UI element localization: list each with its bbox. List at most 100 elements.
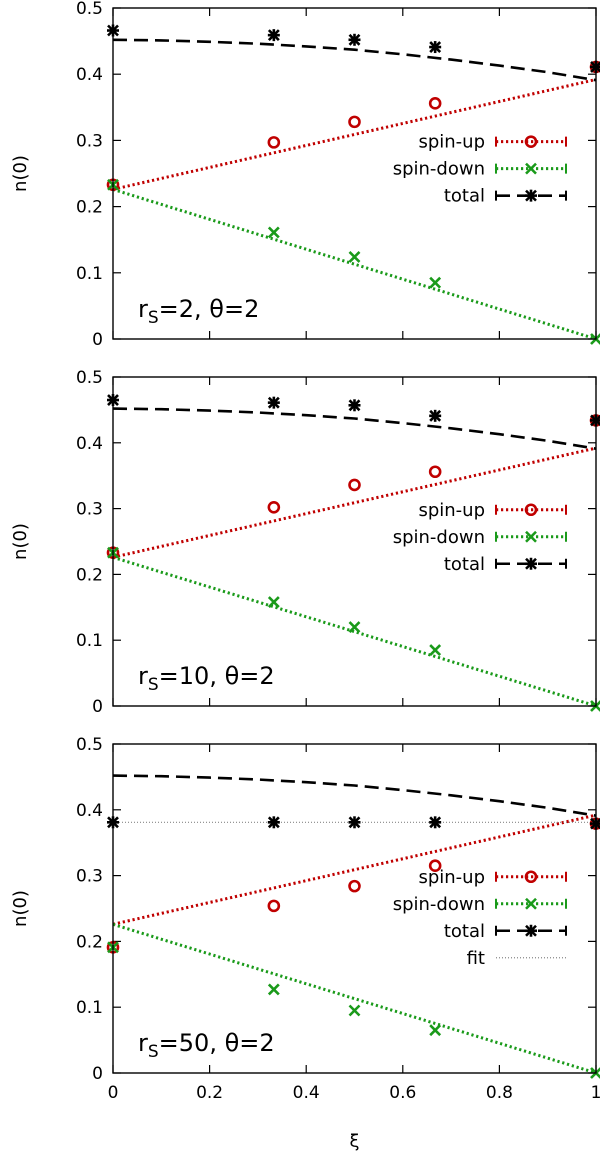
y-tick-label: 0.3	[76, 131, 103, 151]
series-line-spin-up	[113, 446, 596, 559]
data-point-spin-down-stroke-b	[267, 596, 280, 608]
y-tick-label: 0	[92, 1064, 103, 1084]
series-line-spin-down	[113, 922, 596, 1073]
y-tick-label: 0.3	[76, 500, 103, 520]
y-tick-label: 0.5	[76, 0, 103, 19]
data-point-spin-up	[267, 899, 281, 913]
y-tick-label: 0	[92, 330, 103, 350]
panel-label-suffix: =50, θ=2	[159, 1029, 275, 1057]
data-point-spin-down	[429, 1024, 442, 1037]
legend-label-spin-down: spin-down	[393, 159, 485, 180]
data-point-total	[590, 414, 600, 427]
panel-label-prefix: r	[138, 295, 148, 323]
panel-label: rS=2, θ=2	[138, 295, 259, 328]
series-line-spin-down	[113, 187, 596, 339]
y-tick-label: 0.2	[76, 198, 103, 218]
data-point-total	[348, 399, 361, 412]
data-point-total	[348, 33, 361, 46]
legend-label-spin-down: spin-down	[393, 527, 485, 548]
data-point-spin-up	[348, 879, 361, 893]
x-tick-label: 0	[108, 1083, 119, 1103]
data-point-spin-down-stroke-b	[429, 1024, 442, 1037]
data-point-spin-up	[428, 859, 442, 873]
panel-label-prefix: r	[138, 662, 148, 690]
data-point-total	[429, 816, 442, 829]
data-point-total	[590, 60, 600, 73]
legend-marker-spin-down	[525, 897, 537, 910]
data-point-total	[267, 816, 280, 829]
data-point-spin-up	[267, 500, 281, 514]
x-tick-label: 0.4	[293, 1083, 320, 1103]
x-tick-label: 0.6	[389, 1083, 416, 1103]
data-point-total	[590, 817, 600, 830]
legend-label-spin-down: spin-down	[393, 894, 485, 915]
data-point-spin-up	[428, 97, 442, 110]
data-point-spin-up	[267, 136, 281, 149]
legend-label-total: total	[444, 554, 485, 575]
panel-label: rS=50, θ=2	[138, 1029, 275, 1062]
panel-label-sub: S	[148, 1042, 159, 1062]
data-point-spin-down-stroke-b	[348, 250, 361, 263]
y-tick-label: 0.4	[76, 434, 103, 454]
series-line-spin-up	[113, 813, 596, 926]
data-point-spin-down	[429, 644, 442, 656]
data-point-spin-down	[267, 596, 280, 608]
data-point-total	[348, 816, 361, 829]
y-tick-label: 0.1	[76, 998, 103, 1018]
y-tick-label: 0.3	[76, 867, 103, 887]
data-point-spin-down	[348, 1004, 361, 1017]
legend-marker-total	[525, 189, 537, 202]
legend-marker-total	[525, 924, 537, 937]
legend-label-total: total	[444, 186, 485, 207]
x-tick-label: 0.8	[486, 1083, 513, 1103]
y-axis-label: n(0)	[10, 890, 31, 927]
data-point-total	[429, 41, 442, 54]
legend-label-spin-up: spin-up	[418, 500, 485, 521]
plot-frame	[112, 376, 597, 707]
legend-marker-spin-down-stroke-b	[525, 530, 537, 543]
plot-area	[113, 774, 596, 1073]
legend-marker-spin-down-stroke-b	[525, 897, 537, 910]
data-point-total	[267, 29, 280, 42]
panel-label-suffix: =2, θ=2	[159, 295, 260, 323]
legend-marker-total	[525, 557, 537, 570]
data-point-spin-down-stroke-b	[429, 276, 442, 289]
plot-frame	[112, 7, 597, 340]
data-point-spin-down	[267, 226, 280, 239]
y-tick-label: 0.2	[76, 932, 103, 952]
data-point-total	[429, 409, 442, 422]
panel-label-sub: S	[148, 308, 159, 328]
series-line-spin-down	[113, 555, 596, 706]
legend-marker-spin-up	[524, 503, 538, 517]
data-point-total	[267, 396, 280, 409]
data-point-spin-down	[348, 621, 361, 633]
legend-label-spin-up: spin-up	[418, 867, 485, 888]
data-point-spin-down-stroke-b	[348, 621, 361, 633]
x-axis-label: ξ	[349, 1131, 359, 1152]
y-tick-label: 0.2	[76, 565, 103, 585]
x-tick-label: 1	[591, 1083, 600, 1103]
plot-area	[113, 38, 596, 339]
y-axis-label: n(0)	[10, 155, 31, 192]
y-tick-label: 0	[92, 697, 103, 717]
legend-label-spin-up: spin-up	[418, 132, 485, 153]
series-line-total	[113, 774, 596, 817]
panel-3: 0 0.1 0.2 0.3 0.4 0.5 0 0.2 0.4 0.6 0.8 1 n(0) ξ spin-…	[10, 735, 600, 1152]
data-point-spin-up	[428, 465, 442, 479]
data-point-spin-down	[429, 276, 442, 289]
legend: spin-up spin-down total	[393, 500, 567, 575]
legend-marker-spin-up	[524, 135, 538, 148]
data-point-spin-down	[348, 250, 361, 263]
y-tick-label: 0.4	[76, 801, 103, 821]
y-tick-label: 0.4	[76, 65, 103, 85]
data-point-spin-up	[348, 478, 361, 492]
panel-label-prefix: r	[138, 1029, 148, 1057]
panel-label: rS=10, θ=2	[138, 662, 275, 695]
plot-frame	[112, 743, 597, 1074]
legend-marker-spin-down	[525, 530, 537, 543]
series-line-spin-up	[113, 78, 596, 191]
y-axis-label: n(0)	[10, 523, 31, 560]
panel-label-suffix: =10, θ=2	[159, 662, 275, 690]
series-line-total	[113, 38, 596, 82]
data-point-spin-down-stroke-b	[267, 226, 280, 239]
